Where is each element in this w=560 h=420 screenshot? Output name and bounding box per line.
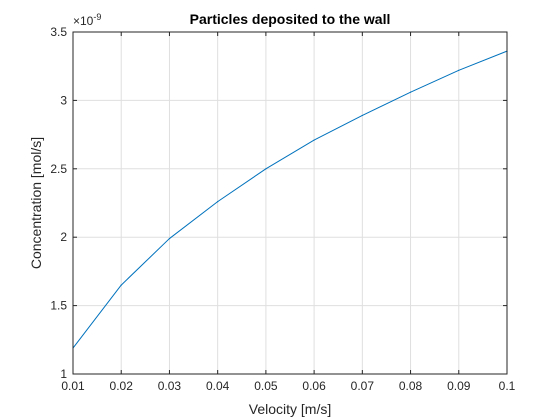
- data-point: [313, 139, 315, 141]
- x-axis-label: Velocity [m/s]: [249, 401, 331, 417]
- series: [72, 50, 508, 349]
- x-tick-label: 0.09: [447, 379, 471, 393]
- x-tick-label: 0.1: [499, 379, 516, 393]
- x-tick-labels: 0.01 0.02 0.03 0.04 0.05 0.06 0.07 0.08 0.09 0.1: [61, 379, 515, 393]
- series-group: [72, 50, 508, 349]
- y-axis-label: Concentration [mol/s]: [28, 137, 44, 269]
- x-tick-label: 0.02: [110, 379, 134, 393]
- x-tick-label: 0.08: [399, 379, 423, 393]
- y-tick-labels: 1 1.5 2 2.5 3 3.5: [50, 25, 67, 381]
- exponent-power: -9: [93, 12, 101, 22]
- data-point: [361, 114, 363, 117]
- y-tick-label: 3: [60, 93, 67, 107]
- data-point: [120, 284, 122, 286]
- axes-box: [72, 31, 508, 375]
- y-tick-label: 3.5: [50, 25, 67, 39]
- y-tick-label: 2: [60, 230, 67, 244]
- series-line: [72, 50, 508, 349]
- y-axis-exponent: ×10-9: [73, 12, 101, 28]
- data-point: [168, 237, 171, 240]
- data-point: [217, 201, 219, 203]
- x-tick-label: 0.05: [254, 379, 278, 393]
- data-point: [458, 69, 460, 71]
- x-tick-label: 0.06: [302, 379, 326, 393]
- x-tick-label: 0.07: [351, 379, 375, 393]
- plot-area: [73, 32, 507, 374]
- y-tick-label: 1: [60, 367, 67, 381]
- y-tick-label: 1.5: [50, 299, 67, 313]
- data-point: [409, 91, 412, 93]
- ticks: [72, 31, 508, 375]
- x-tick-label: 0.03: [158, 379, 182, 393]
- x-tick-label: 0.01: [61, 379, 85, 393]
- y-tick-label: 2.5: [50, 162, 67, 176]
- data-point: [265, 168, 267, 170]
- x-tick-label: 0.04: [206, 379, 230, 393]
- chart-title: Particles deposited to the wall: [190, 11, 391, 27]
- exponent-base: ×10: [73, 14, 94, 28]
